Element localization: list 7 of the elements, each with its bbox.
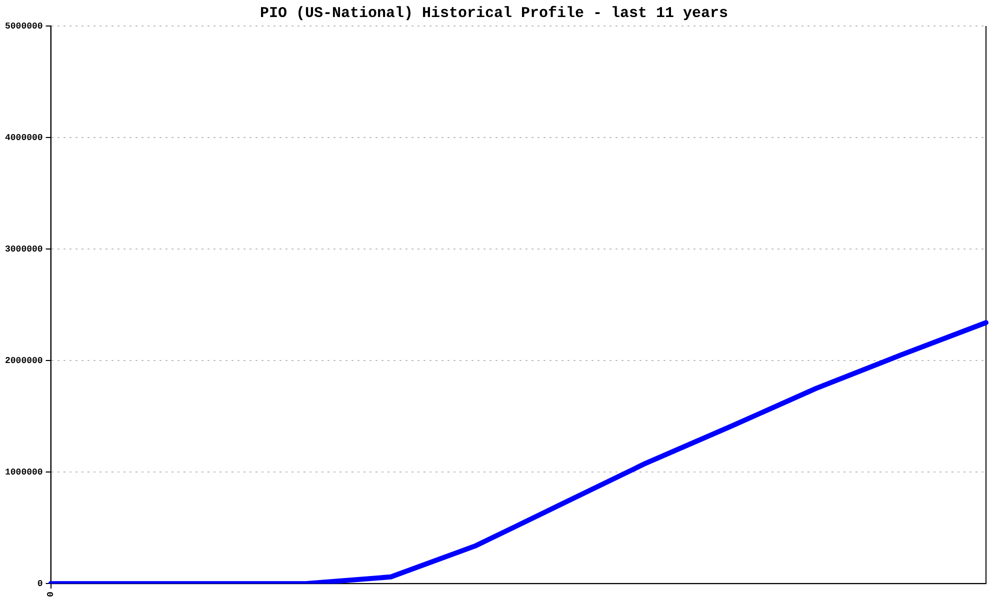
y-tick-label: 4000000 [4, 132, 43, 143]
y-tick-label: 3000000 [4, 244, 43, 254]
y-tick-label: 2000000 [4, 356, 43, 366]
y-tick-label: 0 [37, 578, 43, 589]
chart-title: PIO (US-National) Historical Profile - last 11 years [260, 4, 728, 22]
y-tick-label: 5000000 [4, 21, 43, 32]
y-tick-label: 1000000 [4, 467, 43, 478]
